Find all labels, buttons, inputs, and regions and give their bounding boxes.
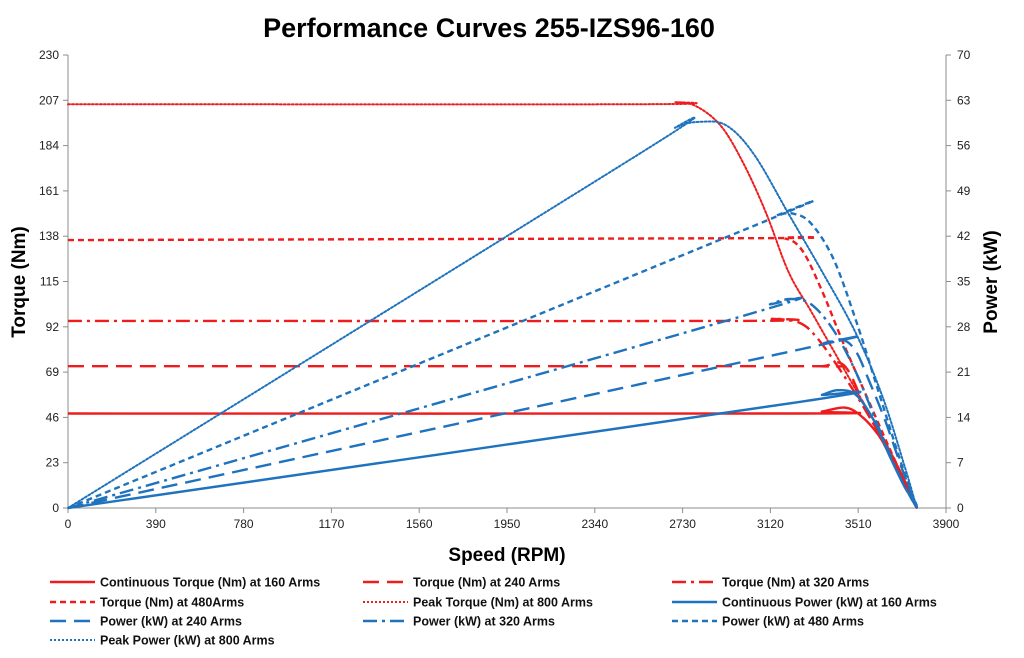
y2-tick-label: 0: [957, 501, 964, 515]
legend-label: Torque (Nm) at 320 Arms: [722, 576, 869, 590]
plot-area: [67, 101, 918, 510]
x-tick-label: 0: [65, 517, 72, 531]
legend: Continuous Torque (Nm) at 160 Arms Torque…: [50, 576, 937, 648]
legend-label: Peak Torque (Nm) at 800 Arms: [413, 596, 593, 610]
y-tick-label: 92: [46, 320, 60, 334]
y2-tick-label: 56: [957, 139, 971, 153]
legend-label: Continuous Torque (Nm) at 160 Arms: [100, 576, 320, 590]
x-axis-title: Speed (RPM): [448, 545, 565, 566]
y2-tick-label: 63: [957, 93, 971, 107]
y2-tick-label: 70: [957, 48, 971, 62]
y2-tick-label: 35: [957, 275, 971, 289]
legend-label: Peak Power (kW) at 800 Arms: [100, 634, 275, 648]
y2-tick-label: 28: [957, 320, 971, 334]
series-line-9: [67, 199, 918, 510]
y2-tick-label: 42: [957, 229, 971, 243]
y2-tick-label: 49: [957, 184, 971, 198]
legend-label: Power (kW) at 320 Arms: [413, 615, 555, 629]
series-line-3: [67, 317, 918, 509]
y-tick-label: 23: [46, 456, 60, 470]
series-line-1: [67, 406, 918, 509]
x-tick-label: 1560: [406, 517, 433, 531]
y-tick-label: 115: [40, 275, 59, 289]
y-tick-label: 207: [39, 93, 59, 107]
legend-label: Continuous Power (kW) at 160 Arms: [722, 596, 937, 610]
series-line-2: [68, 360, 918, 509]
y-tick-label: 138: [39, 229, 59, 243]
x-tick-label: 3900: [933, 517, 960, 531]
y2-tick-label: 14: [957, 410, 971, 424]
legend-label: Power (kW) at 240 Arms: [100, 615, 242, 629]
axes: 0 390 780 1170 1560 1950 2340 2730 3120 3510 3900 0…: [39, 48, 971, 531]
y-tick-label: 0: [52, 501, 59, 515]
legend-label: Torque (Nm) at 480Arms: [100, 596, 244, 610]
chart-title: Performance Curves 255-IZS96-160: [263, 13, 715, 43]
y-tick-label: 69: [46, 365, 60, 379]
series-line-4: [67, 236, 918, 509]
series-line-7: [67, 334, 918, 510]
legend-label: Torque (Nm) at 240 Arms: [413, 576, 560, 590]
y2-axis-title: Power (kW): [981, 230, 1002, 333]
y2-tick-label: 21: [957, 365, 971, 379]
x-tick-label: 2730: [669, 517, 696, 531]
series-line-6: [67, 388, 918, 510]
x-tick-label: 1950: [494, 517, 521, 531]
series-line-8: [67, 296, 918, 510]
y-axis-title: Torque (Nm): [9, 226, 30, 338]
y-tick-label: 161: [39, 184, 59, 198]
x-tick-label: 1170: [318, 517, 344, 531]
x-tick-label: 2340: [581, 517, 608, 531]
y-tick-label: 46: [46, 410, 60, 424]
x-tick-label: 3510: [845, 517, 872, 531]
y-tick-label: 184: [39, 139, 59, 153]
x-tick-label: 390: [146, 517, 166, 531]
series-line-10: [67, 116, 918, 509]
y2-tick-label: 7: [957, 456, 964, 470]
y-tick-label: 230: [39, 48, 59, 62]
legend-label: Power (kW) at 480 Arms: [722, 615, 864, 629]
x-tick-label: 3120: [757, 517, 784, 531]
x-tick-label: 780: [234, 517, 254, 531]
